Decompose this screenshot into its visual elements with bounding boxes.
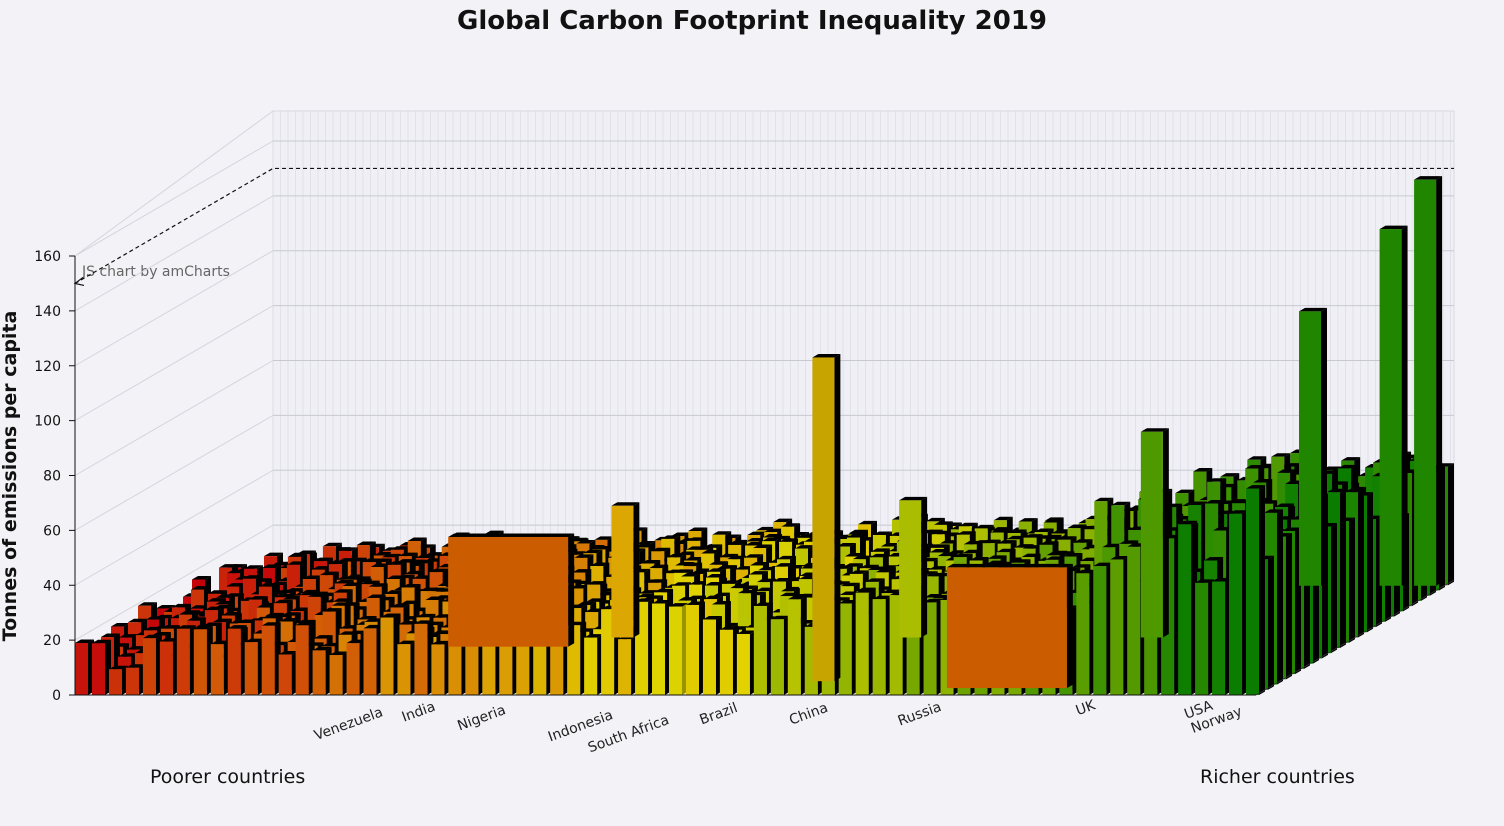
chart-bar — [702, 615, 722, 695]
left-wall-gridline — [74, 250, 274, 367]
chart-bar-featured — [1379, 225, 1408, 586]
chart-bar — [1229, 510, 1249, 695]
chart-bar-highlight — [448, 533, 575, 647]
chart-bar — [482, 642, 502, 695]
y-tick-label: 120 — [34, 359, 61, 375]
chart-bar — [363, 624, 383, 695]
chart-bar — [1076, 569, 1096, 695]
chart-title: Global Carbon Footprint Inequality 2019 — [456, 6, 1047, 36]
chart-bar — [584, 634, 604, 695]
left-wall-gridline — [74, 524, 274, 641]
y-tick-label: 140 — [34, 304, 61, 320]
bars-layer — [75, 176, 1454, 695]
chart-bar — [380, 614, 400, 695]
chart-bar — [142, 634, 162, 695]
chart-bar — [295, 621, 315, 695]
x-category-label: China — [787, 700, 830, 729]
chart-bar — [75, 639, 94, 695]
chart-bar — [770, 615, 790, 695]
chart-bar — [652, 600, 672, 695]
left-wall-top-edge — [74, 110, 274, 257]
chart-bar-featured — [611, 502, 640, 638]
left-wall-gridline — [74, 414, 274, 531]
x-category-label: Venezuela — [312, 704, 385, 744]
chart-bar — [1212, 577, 1232, 695]
chart-bar — [210, 640, 230, 695]
chart-bar — [872, 595, 892, 695]
amcharts-credit-link[interactable]: JS chart by amCharts — [82, 264, 230, 280]
y-tick-label: 40 — [43, 578, 61, 594]
footer-richer-label: Richer countries — [1200, 766, 1355, 788]
chart-bar — [838, 599, 858, 695]
y-tick-label: 60 — [43, 523, 61, 539]
x-category-label: Brazil — [698, 700, 740, 728]
x-category-label: India — [400, 699, 438, 726]
left-wall-gridline — [74, 305, 274, 422]
chart-bar — [431, 640, 451, 695]
x-category-label: Nigeria — [455, 702, 508, 734]
left-wall-gridline — [74, 140, 274, 257]
chart-bar — [668, 603, 688, 695]
chart-bar — [787, 595, 807, 695]
chart-bar-highlight — [946, 563, 1073, 689]
chart-bar — [125, 664, 145, 695]
x-category-label: UK — [1074, 697, 1098, 719]
chart-bar — [685, 601, 705, 695]
chart-bar-featured — [899, 496, 928, 638]
y-tick-label: 100 — [34, 414, 61, 430]
y-tick-label: 80 — [43, 469, 61, 485]
chart-bar — [1110, 555, 1130, 695]
chart-bar — [1246, 485, 1265, 695]
chart-bar — [736, 630, 756, 695]
chart-bar — [176, 625, 196, 695]
chart-bar — [108, 665, 128, 695]
chart-bar-featured — [812, 353, 841, 682]
depth-axis-line — [1255, 579, 1455, 696]
chart-bar — [261, 622, 281, 695]
y-tick-label: 20 — [43, 633, 61, 649]
chart-bar — [719, 626, 739, 695]
x-category-label: Russia — [896, 699, 944, 729]
chart-bar-featured — [1140, 428, 1169, 638]
chart-bar — [397, 640, 417, 695]
chart-bar — [414, 620, 434, 695]
chart-bar — [1195, 579, 1215, 695]
chart-bar — [1093, 562, 1113, 695]
chart-bar — [1178, 520, 1198, 695]
chart-bar — [91, 639, 111, 695]
chart-bar — [855, 589, 875, 695]
chart-bar — [346, 639, 366, 695]
left-wall-gridline — [74, 469, 274, 586]
chart-bar — [227, 625, 247, 695]
chart-bar — [312, 646, 332, 695]
reference-line — [74, 167, 1454, 284]
y-tick-label: 160 — [34, 249, 61, 265]
chart-bar — [618, 635, 638, 695]
chart-bar — [278, 650, 298, 695]
chart-bar — [159, 638, 179, 695]
chart-bar — [193, 625, 213, 695]
chart-bar-featured — [1414, 176, 1443, 586]
chart-bar — [753, 602, 773, 695]
left-wall-gridline — [74, 360, 274, 476]
chart-bar — [329, 651, 349, 695]
y-tick-label: 0 — [52, 688, 61, 704]
chart-bar-featured — [1299, 307, 1327, 586]
chart-bar — [244, 638, 264, 695]
left-wall-gridline — [74, 195, 274, 312]
footer-poorer-label: Poorer countries — [150, 766, 306, 788]
